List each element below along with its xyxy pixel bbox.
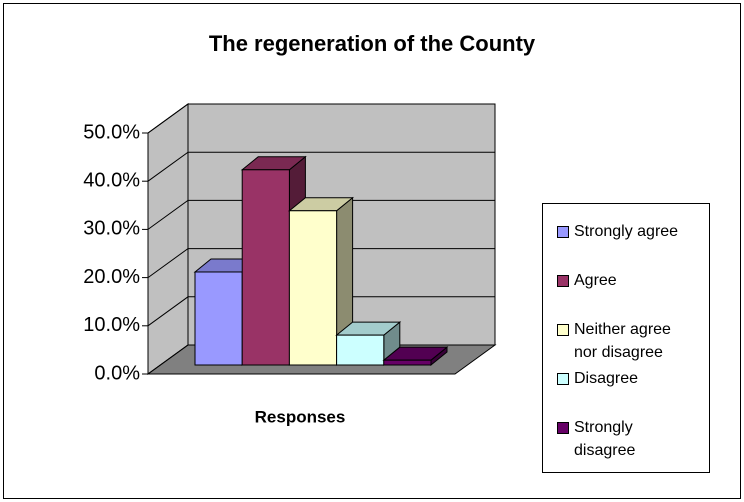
bar [383, 359, 432, 366]
legend-entry: Strongly disagree [557, 416, 698, 462]
legend-label: Strongly agree [574, 223, 679, 240]
y-tick-label: 40.0% [83, 169, 140, 191]
legend-entry: Agree [557, 269, 698, 292]
legend-entry: Neither agree nor disagree [557, 318, 698, 364]
grid-line [147, 151, 495, 182]
chart-title: The regeneration of the County [209, 31, 536, 56]
grid-line [147, 103, 495, 134]
left-wall [147, 103, 189, 375]
y-tick-label: 30.0% [83, 218, 140, 240]
bar [288, 210, 338, 366]
legend-entry: Strongly agree [557, 220, 698, 243]
y-tick-label: 20.0% [83, 266, 140, 288]
legend-label: Neither agree nor disagree [574, 321, 671, 361]
legend-label: Agree [574, 272, 617, 289]
legend-label: Disagree [574, 370, 639, 387]
legend-swatch [557, 226, 569, 238]
y-tick-label: 0.0% [94, 362, 140, 384]
bar [336, 334, 385, 366]
legend-swatch [557, 373, 569, 385]
legend-entry: Disagree [557, 367, 698, 390]
legend-swatch [557, 275, 569, 287]
y-tick-label: 50.0% [83, 121, 140, 143]
bar [241, 169, 290, 366]
legend-label: Strongly disagree [574, 419, 636, 459]
y-tick-label: 10.0% [83, 314, 140, 336]
bar [194, 271, 243, 366]
grid-line [147, 248, 495, 279]
legend-swatch [557, 324, 569, 336]
grid-line [147, 199, 495, 230]
legend-swatch [557, 422, 569, 434]
x-axis-label: Responses [255, 407, 346, 426]
grid-line [147, 296, 495, 327]
legend: Strongly agree Agree Neither agree nor dis… [542, 203, 710, 473]
